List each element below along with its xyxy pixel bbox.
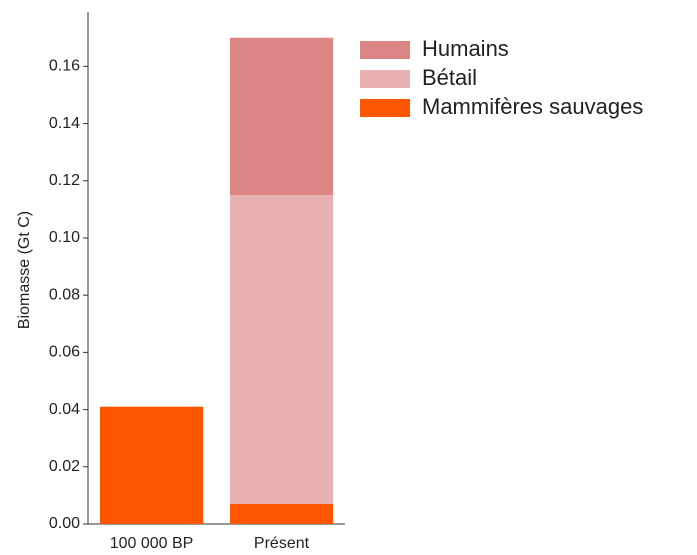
y-tick-label: 0.08 [49,286,80,303]
bar-segment [100,406,203,524]
bar-segment [230,37,333,196]
x-tick-label: Présent [254,535,310,552]
legend-swatch [360,70,410,88]
y-tick-label: 0.12 [49,172,80,189]
legend-swatch [360,99,410,117]
legend-label: Humains [422,36,509,61]
x-tick-label: 100 000 BP [110,535,194,552]
legend-label: Bétail [422,65,477,90]
y-tick-label: 0.04 [49,401,80,418]
bar-segment [230,503,333,524]
y-tick-label: 0.16 [49,58,80,75]
y-tick-label: 0.10 [49,229,80,246]
legend-swatch [360,41,410,59]
y-tick-label: 0.02 [49,458,80,475]
y-tick-label: 0.06 [49,344,80,361]
legend-label: Mammifères sauvages [422,94,643,119]
y-tick-label: 0.14 [49,115,80,132]
y-axis-label: Biomasse (Gt C) [16,211,33,329]
y-tick-label: 0.00 [49,515,80,532]
bar-segment [230,195,333,504]
